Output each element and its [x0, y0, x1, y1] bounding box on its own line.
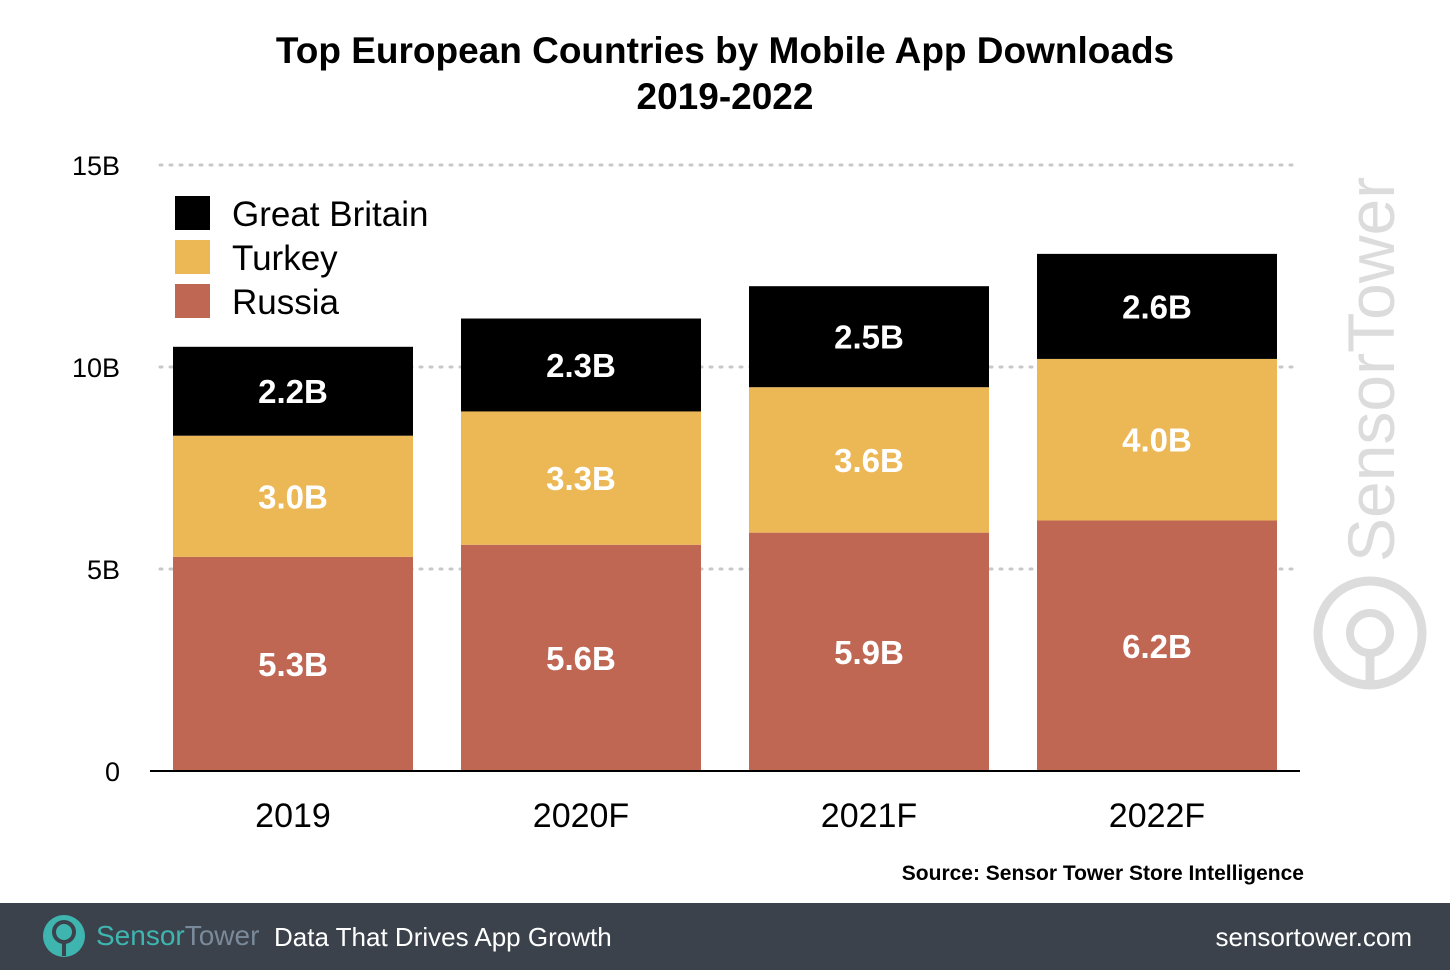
bar-segment-great-britain [461, 318, 701, 412]
bar-segment-russia [749, 532, 989, 771]
data-label: 5.9B [834, 634, 904, 671]
bar-labels: 5.3B 3.0B 2.2B 5.6B 3.3B 2.3B 5.9B 3.6B 2.5B 6.2B… [258, 288, 1192, 683]
x-tick-label: 2021F [821, 797, 917, 835]
chart-area: SensorTower 5.3B 3.0B 2.2B 5.6B 3.3B 2.3B 5.9B… [72, 151, 1427, 835]
legend-label: Turkey [232, 239, 338, 278]
axes: 0 5B 10B 15B 2019 2020F 2021F 2022F [72, 151, 1300, 835]
footer-brand-sensor: Sensor [96, 920, 185, 951]
data-label: 6.2B [1122, 628, 1192, 665]
watermark-text: SensorTower [1334, 177, 1408, 562]
bar-segment-turkey [1037, 358, 1277, 521]
x-tick-label: 2022F [1109, 797, 1205, 835]
x-tick-label: 2019 [255, 797, 331, 835]
sensortower-watermark-icon [1313, 576, 1427, 690]
bar-segment-russia [1037, 520, 1277, 771]
chart-title: Top European Countries by Mobile App Dow… [0, 28, 1450, 120]
bar-segment-great-britain [173, 346, 413, 436]
data-label: 2.3B [546, 347, 616, 384]
legend-swatch [175, 196, 210, 230]
sensortower-logo-icon [43, 915, 85, 957]
bar-segment-russia [461, 544, 701, 771]
legend: Great Britain Turkey Russia [175, 195, 428, 322]
footer-bar: SensorTower Data That Drives App Growth … [0, 903, 1450, 970]
footer-brand-tower: Tower [184, 920, 260, 951]
data-label: 2.6B [1122, 288, 1192, 325]
data-label: 2.5B [834, 319, 904, 356]
bars [173, 253, 1277, 771]
legend-label: Great Britain [232, 195, 428, 234]
chart-title-line: Top European Countries by Mobile App Dow… [275, 30, 1175, 71]
bar-segment-turkey [173, 435, 413, 557]
footer-url-link[interactable]: sensortower.com [1215, 922, 1412, 952]
legend-swatch [175, 240, 210, 274]
y-tick-label: 0 [105, 757, 120, 787]
bar-segment-great-britain [1037, 253, 1277, 359]
bar-segment-turkey [461, 411, 701, 545]
legend-label: Russia [232, 283, 340, 322]
bar-segment-russia [173, 556, 413, 771]
legend-swatch [175, 284, 210, 318]
data-label: 5.6B [546, 640, 616, 677]
footer-tagline: Data That Drives App Growth [274, 922, 612, 952]
y-tick-label: 10B [72, 353, 120, 383]
chart-subtitle: 2019-2022 [636, 76, 814, 117]
bar-segment-turkey [749, 387, 989, 533]
y-tick-label: 5B [87, 555, 120, 585]
data-label: 3.3B [546, 460, 616, 497]
y-tick-label: 15B [72, 151, 120, 181]
data-label: 3.6B [834, 442, 904, 479]
bar-segment-great-britain [749, 286, 989, 388]
source-note: Source: Sensor Tower Store Intelligence [901, 862, 1304, 885]
data-label: 2.2B [258, 373, 328, 410]
watermark: SensorTower [1313, 177, 1427, 690]
footer-brand[interactable]: SensorTower [96, 920, 259, 952]
data-label: 4.0B [1122, 422, 1192, 459]
x-tick-label: 2020F [533, 797, 629, 835]
data-label: 5.3B [258, 646, 328, 683]
data-label: 3.0B [258, 478, 328, 515]
